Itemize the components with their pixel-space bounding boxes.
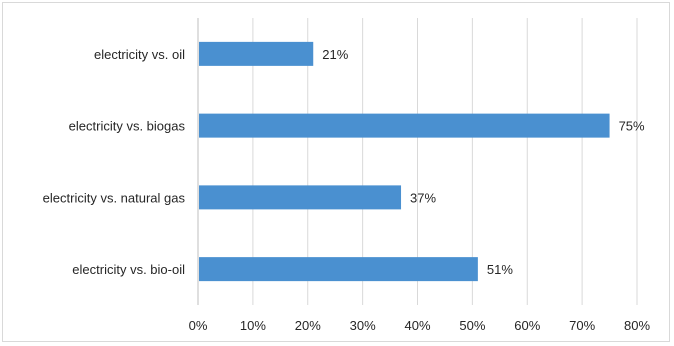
bar	[199, 185, 402, 210]
x-tick-label: 10%	[240, 318, 266, 333]
category-label: electricity vs. biogas	[69, 119, 186, 134]
bars	[199, 41, 610, 282]
x-tick-label: 20%	[295, 318, 321, 333]
x-tick-label: 80%	[624, 318, 650, 333]
x-tick-label: 40%	[404, 318, 430, 333]
category-label: electricity vs. bio-oil	[72, 262, 185, 277]
x-tick-label: 0%	[189, 318, 208, 333]
labels: 0% 10% 20% 30% 40% 50% 60% 70% 80% electricity vs…	[43, 47, 651, 333]
value-label: 75%	[619, 119, 645, 134]
value-label: 51%	[487, 262, 513, 277]
bar	[199, 41, 314, 66]
x-tick-label: 50%	[459, 318, 485, 333]
x-tick-label: 60%	[514, 318, 540, 333]
x-tick-label: 30%	[350, 318, 376, 333]
value-label: 37%	[410, 190, 436, 205]
bar	[199, 113, 610, 138]
chart-frame	[2, 2, 670, 342]
category-label: electricity vs. oil	[94, 47, 185, 62]
x-tick-label: 70%	[569, 318, 595, 333]
bar	[199, 257, 478, 282]
value-label: 21%	[322, 47, 348, 62]
category-label: electricity vs. natural gas	[43, 190, 186, 205]
